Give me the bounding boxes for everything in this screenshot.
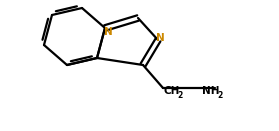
Text: CH: CH [163, 86, 179, 96]
Text: NH: NH [202, 86, 220, 96]
Text: N: N [104, 27, 112, 37]
Text: 2: 2 [177, 91, 182, 100]
Text: N: N [156, 33, 164, 43]
Text: 2: 2 [217, 91, 222, 100]
